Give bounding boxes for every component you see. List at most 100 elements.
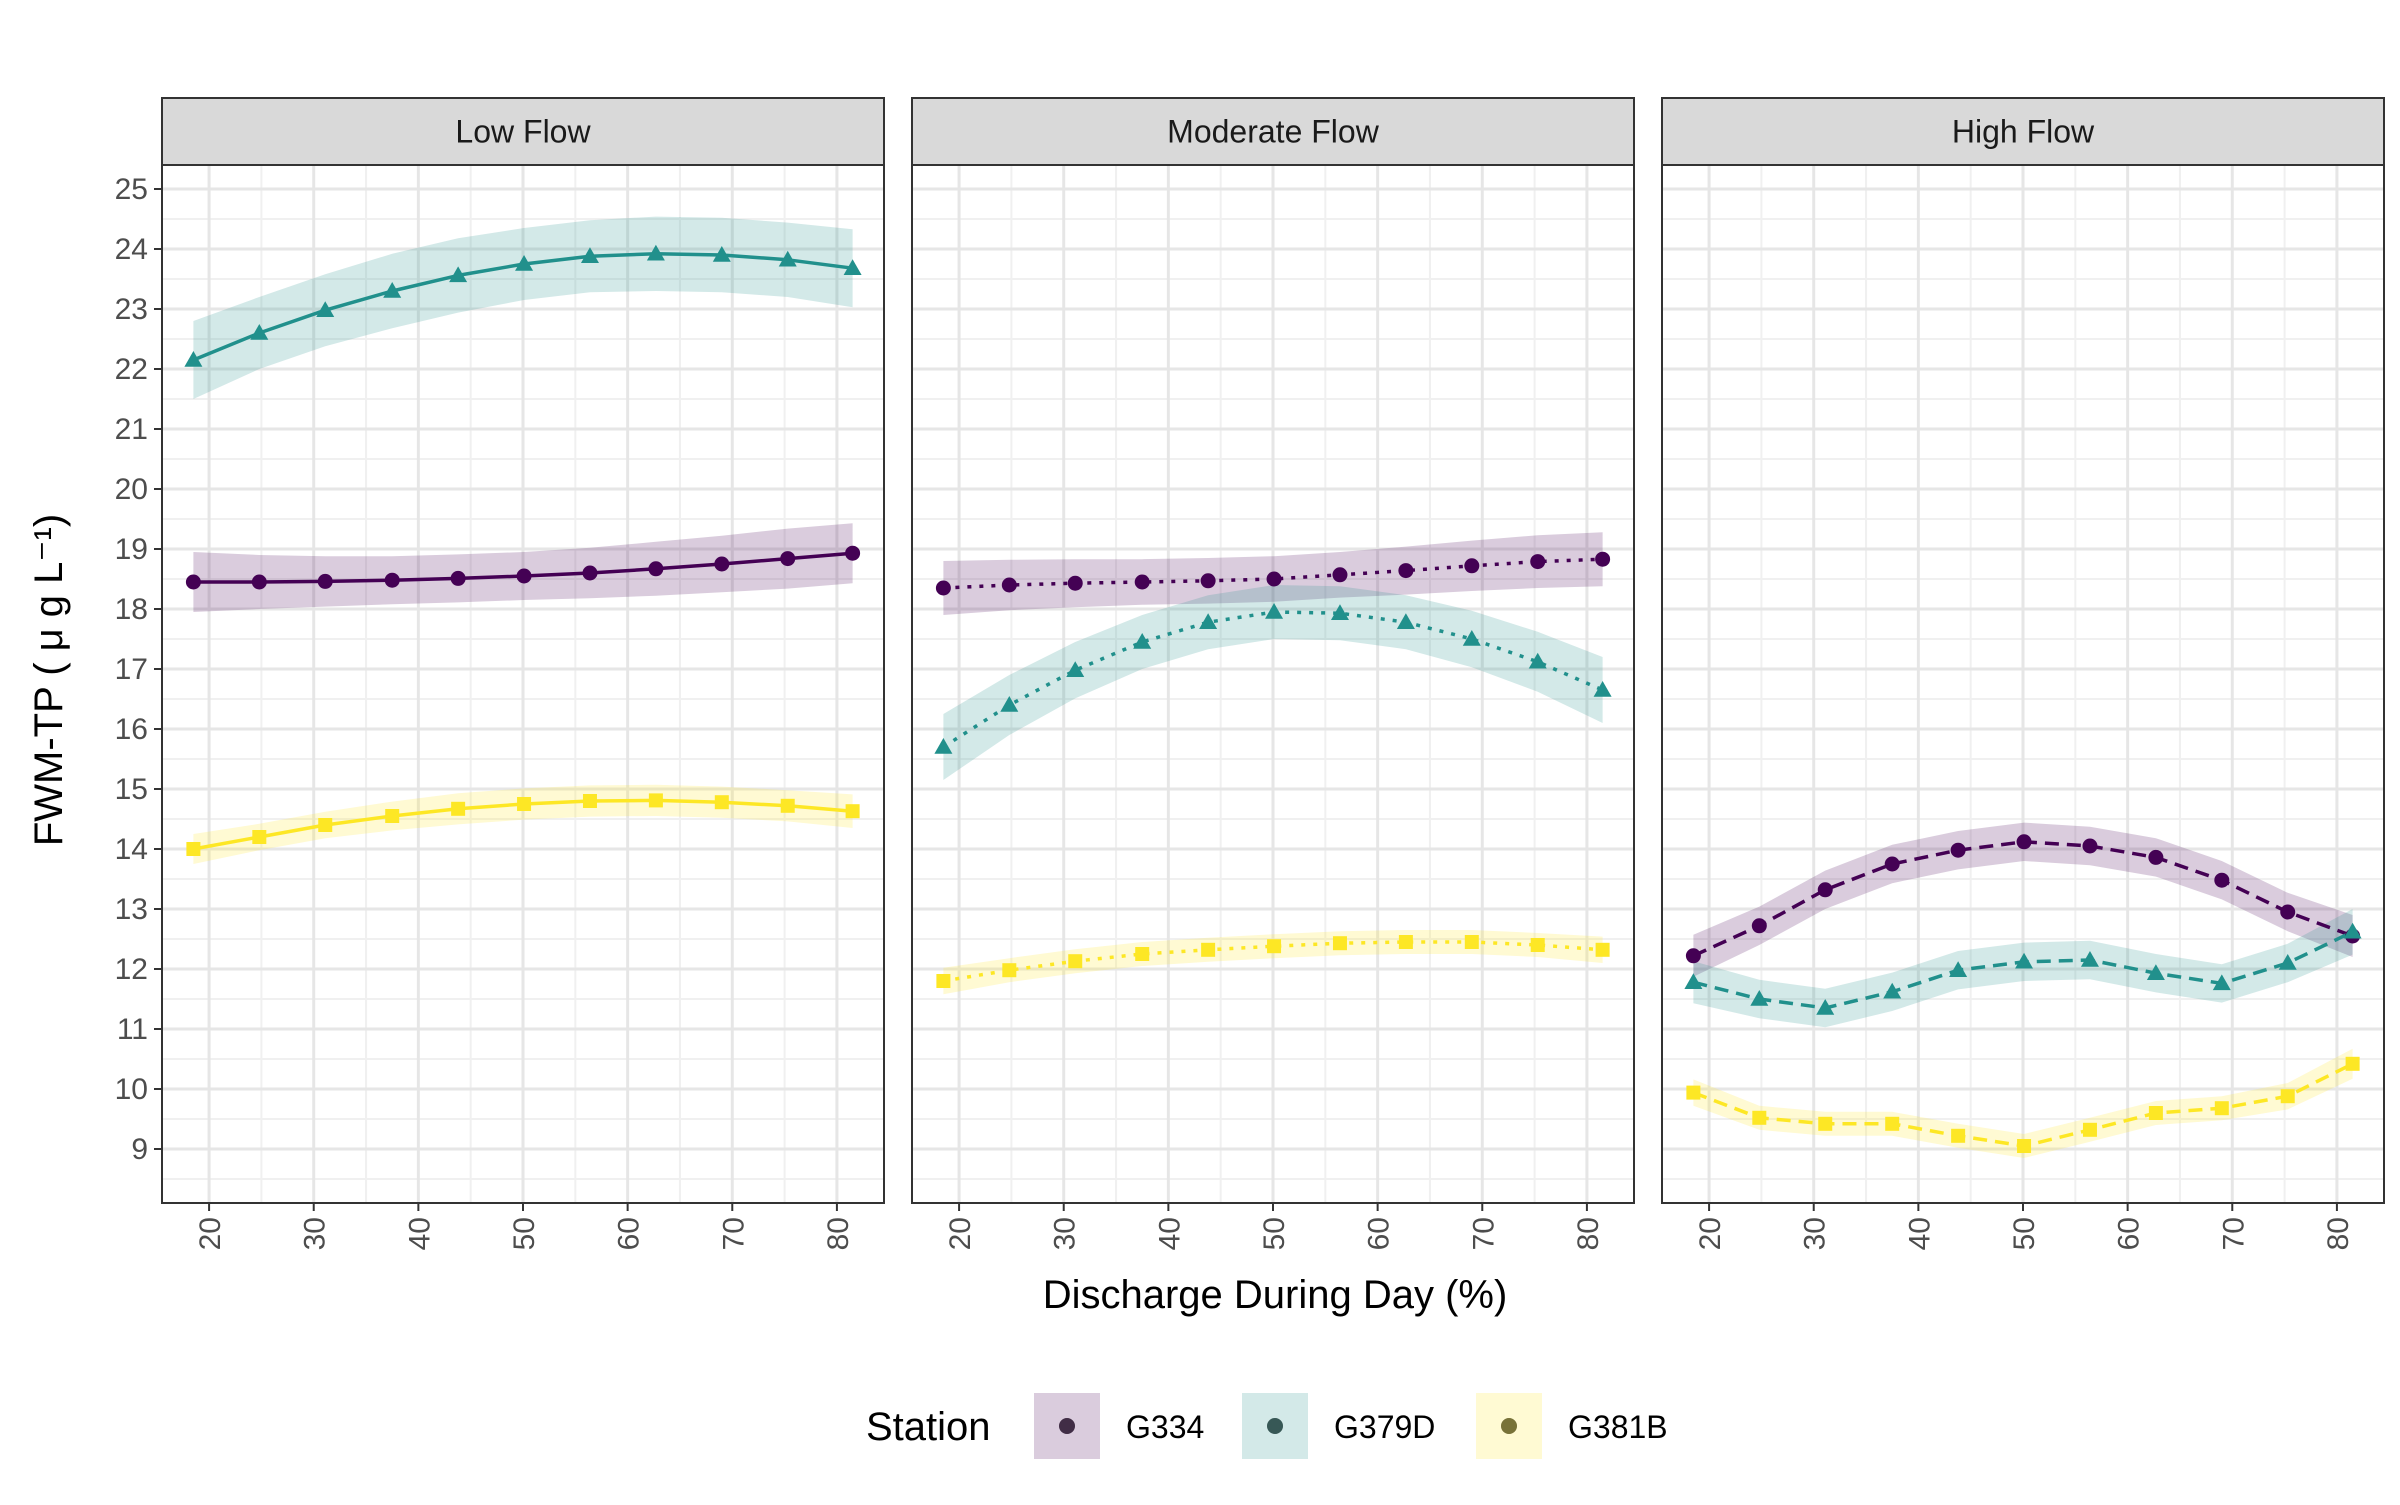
data-point-g379d [1133,633,1152,649]
y-tick-label: 17 [115,653,148,686]
x-tick-label: 80 [1572,1217,1605,1250]
data-point-g379d [2080,951,2099,967]
facet-strip-label: Moderate Flow [1167,114,1380,150]
y-tick-label: 12 [115,953,148,986]
data-point-g381b [1332,936,1347,951]
ci-ribbon-g379d [193,216,853,399]
data-point-g334 [1884,856,1900,872]
ci-ribbon-g334 [193,523,853,612]
data-point-g379d [580,247,599,263]
y-tick-label: 15 [115,773,148,806]
legend-item-g334: G334 [1034,1393,1204,1459]
series-line-g381b [943,940,1603,983]
y-tick-label: 14 [115,833,148,866]
x-axis-title: Discharge During Day (%) [1043,1273,1508,1317]
data-point-g334 [1751,918,1767,934]
data-point-g334 [1200,573,1216,589]
data-point-g381b [648,793,663,808]
x-tick-label: 60 [1363,1217,1396,1250]
y-tick-label: 21 [115,413,148,446]
y-tick-label: 22 [115,353,148,386]
panels-layer: Low Flow 20 30 40 50 60 70 80 9 10 11 12 13 14 15 16 17 1… [115,97,2385,1250]
y-tick-label: 18 [115,593,148,626]
data-point-g379d [1330,604,1349,620]
data-point-g334 [2016,834,2032,850]
legend: Station G334 G379D G381B [866,1393,1668,1459]
legend-key-point-tint [1267,1418,1283,1434]
data-point-g381b [1002,963,1017,978]
data-point-g334 [1950,842,1966,858]
data-point-g379d [2343,922,2362,939]
data-point-g381b [1464,935,1479,949]
data-point-g379d [1066,661,1085,677]
data-point-g379d [712,246,731,262]
x-tick-label: 20 [1694,1217,1727,1250]
data-point-g381b [1135,947,1150,961]
data-point-g381b [1398,935,1413,949]
panel-high-flow: High Flow 20 30 40 50 60 70 80 [1661,97,2385,1250]
x-tick-label: 60 [613,1217,646,1250]
x-tick-label: 30 [1799,1217,1832,1250]
data-point-g334 [1067,575,1083,591]
data-point-g379d [1949,961,1968,977]
data-point-g379d [2212,974,2231,991]
data-point-g381b [2345,1056,2360,1071]
data-point-g379d [1883,982,1902,999]
data-point-g381b [517,797,532,811]
data-point-g334 [1595,551,1611,567]
legend-items: G334 G379D G381B [1034,1393,1668,1459]
data-point-g381b [845,804,860,819]
data-point-g381b [385,809,400,823]
data-point-g381b [252,830,267,844]
legend-key-point [1501,1418,1517,1434]
data-point-g379d [934,738,953,754]
data-point-g379d [1816,999,1835,1015]
data-point-g334 [2214,872,2230,888]
x-tick-label: 80 [822,1217,855,1250]
data-point-g334 [516,568,532,584]
y-tick-label: 13 [115,893,148,926]
x-tick-label: 30 [1049,1217,1082,1250]
y-tick-label: 23 [115,293,148,326]
y-tick-label: 24 [115,233,148,266]
data-point-g334 [1464,558,1480,574]
data-point-g381b [2017,1139,2032,1153]
ci-ribbon-g381b [1693,1048,2353,1158]
y-tick-label: 16 [115,713,148,746]
data-point-g334 [317,573,333,589]
ci-ribbon-g334 [1693,822,2353,977]
data-point-g379d [184,351,203,367]
series-line-g334 [943,557,1603,590]
legend-key-point [1267,1418,1283,1434]
data-point-g334 [450,570,466,586]
data-point-g381b [1885,1116,1900,1131]
data-point-g381b [1068,954,1083,969]
data-point-g381b [1595,942,1610,957]
data-point-g334 [1398,563,1414,579]
data-point-g379d [250,324,269,340]
data-point-g334 [251,574,267,590]
data-point-g379d [316,301,335,317]
x-tick-label: 50 [2008,1217,2041,1250]
data-point-g379d [1528,652,1547,669]
legend-label: G334 [1126,1409,1204,1445]
data-point-g381b [186,842,201,856]
data-point-g379d [1396,613,1415,629]
data-point-g334 [1001,577,1017,593]
panel-moderate-flow: Moderate Flow 20 30 40 50 60 70 80 [911,97,1635,1250]
data-point-g334 [648,561,664,577]
x-tick-label: 30 [299,1217,332,1250]
y-tick-label: 25 [115,173,148,206]
data-point-g334 [845,545,861,561]
data-point-g379d [1750,990,1769,1006]
data-point-g334 [780,551,796,567]
x-tick-label: 40 [1153,1217,1186,1250]
data-point-g381b [1752,1110,1767,1125]
y-tick-label: 19 [115,533,148,566]
data-point-g381b [1686,1085,1701,1100]
data-point-g334 [582,565,598,581]
facet-strip-label: High Flow [1952,114,2095,150]
data-point-g379d [1462,630,1481,646]
data-point-g381b [2214,1101,2229,1116]
data-point-g381b [936,974,951,988]
